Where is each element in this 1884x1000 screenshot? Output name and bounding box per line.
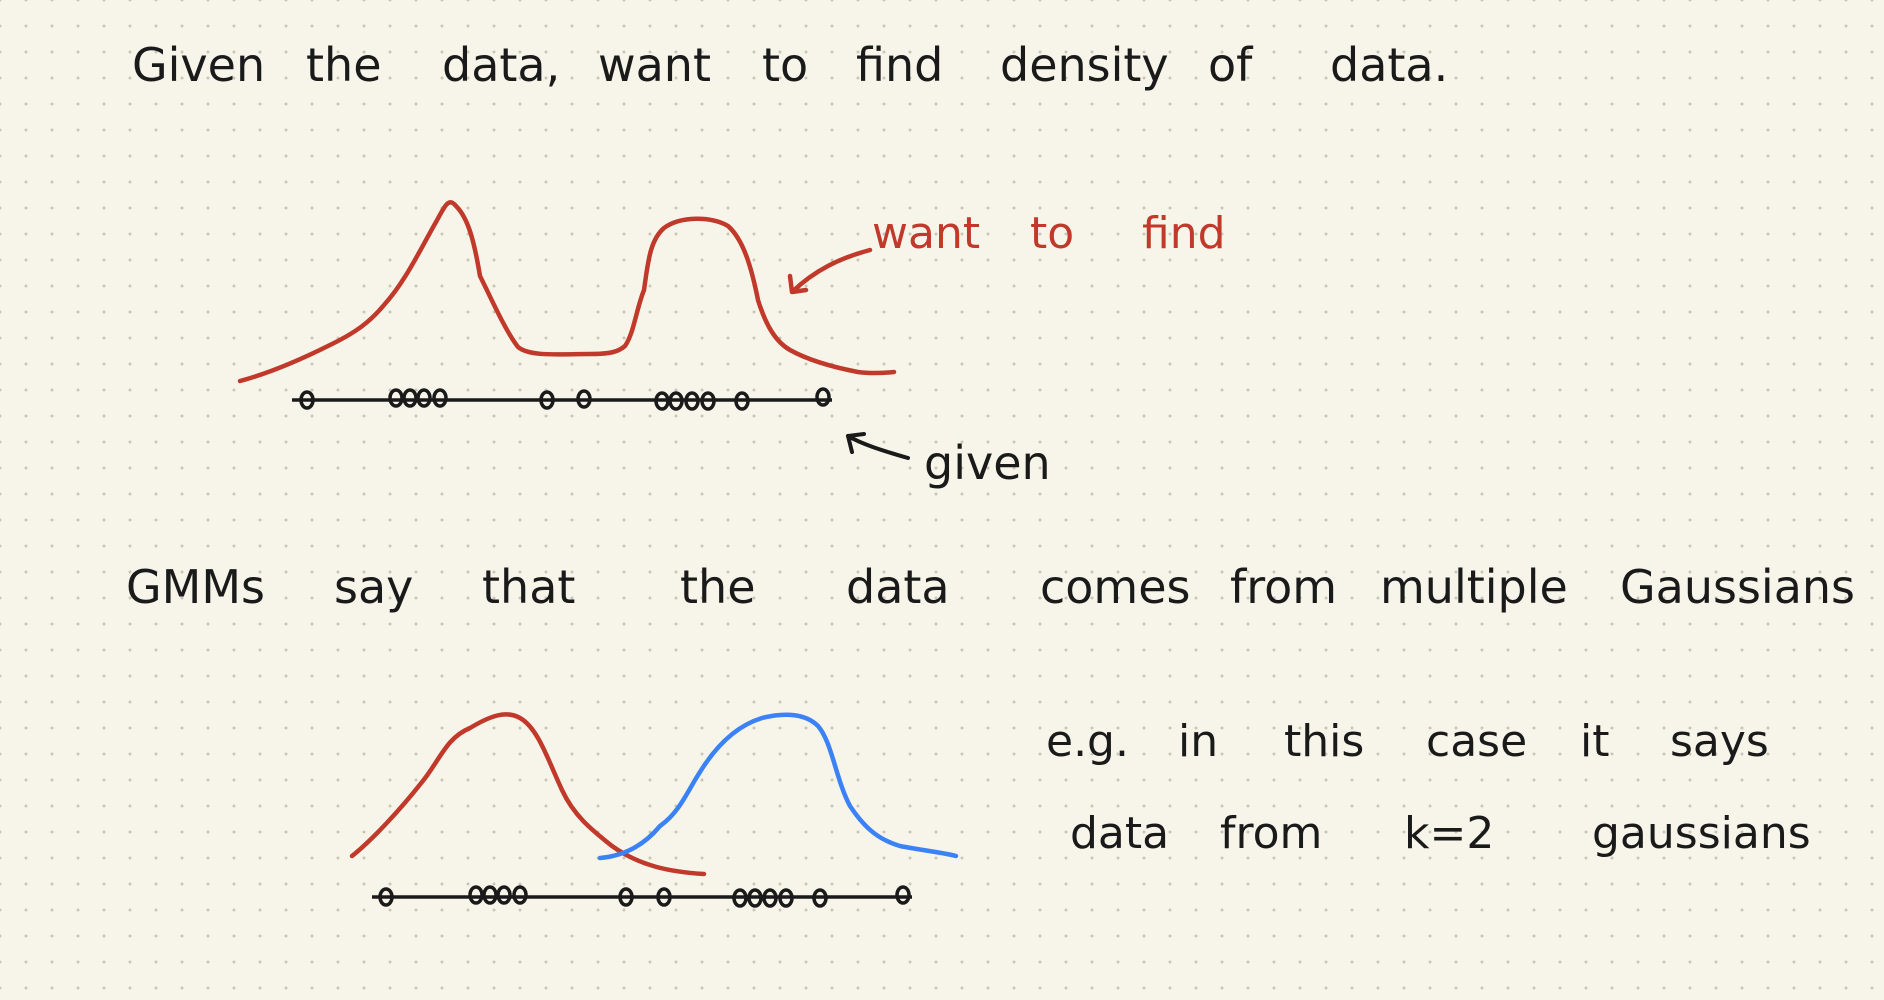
density-curve <box>237 200 897 384</box>
word: the <box>680 560 756 614</box>
word: data <box>846 560 950 614</box>
arrow-given <box>846 432 910 460</box>
word: data. <box>1330 38 1449 92</box>
word: want <box>872 208 981 259</box>
word: density <box>1000 38 1169 92</box>
data-axis-top <box>292 387 832 411</box>
word: e.g. <box>1046 716 1129 767</box>
word: from <box>1230 560 1338 614</box>
data-axis-bottom <box>372 885 912 908</box>
word: in <box>1178 716 1219 767</box>
word: multiple <box>1380 560 1568 614</box>
word: that <box>482 560 576 614</box>
word: find <box>856 38 944 92</box>
word: says <box>1670 716 1769 767</box>
word: from <box>1220 808 1323 859</box>
word: Gaussians <box>1620 560 1856 614</box>
word: it <box>1580 716 1610 767</box>
word: the <box>306 38 382 92</box>
word: find <box>1142 208 1226 259</box>
word: to <box>762 38 809 92</box>
word: gaussians <box>1592 808 1811 859</box>
word: say <box>334 560 414 614</box>
word: data, <box>442 38 561 92</box>
annotation-given: given <box>924 436 1051 490</box>
word: want <box>598 38 712 92</box>
word: data <box>1070 808 1170 859</box>
word: of <box>1208 38 1253 92</box>
word: GMMs <box>126 560 265 614</box>
word: case <box>1426 716 1528 767</box>
arrow-want <box>787 247 873 295</box>
word: k=2 <box>1404 808 1495 859</box>
word: comes <box>1040 560 1191 614</box>
gaussian-component-blue <box>597 712 959 861</box>
word: to <box>1030 208 1075 259</box>
word: this <box>1284 716 1365 767</box>
gaussian-component-red <box>349 712 707 877</box>
word: Given <box>132 38 266 92</box>
